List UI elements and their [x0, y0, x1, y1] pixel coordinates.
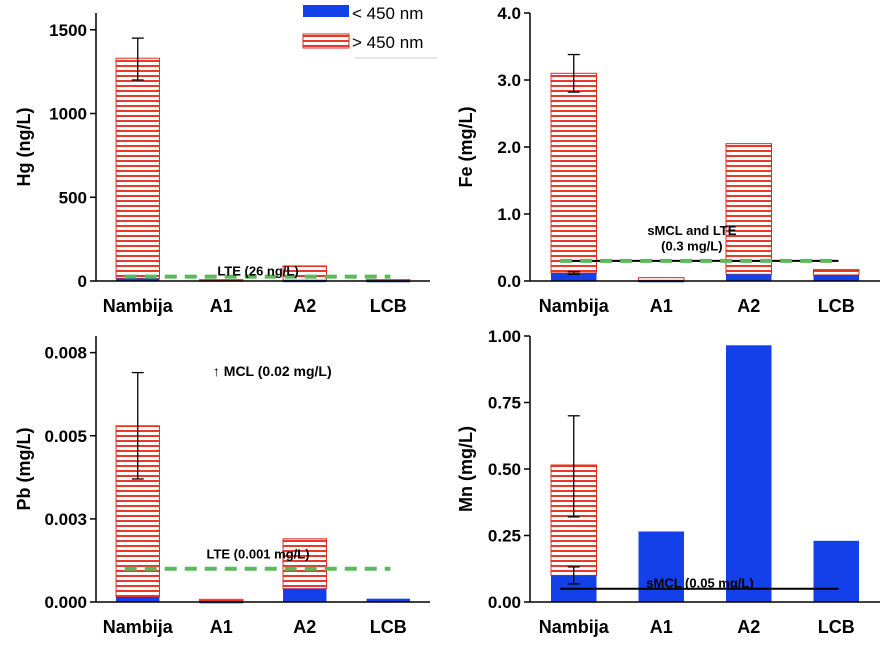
mn-y-tick-label: 0.75	[488, 394, 521, 413]
mn-chart-panel: 0.00 0.25 0.50 0.75 1.00 Mn (mg/L) Nambija A1 A2…	[456, 327, 880, 637]
fe-y-tick-label: 0.0	[497, 272, 521, 291]
mn-y-label: Mn (mg/L)	[456, 426, 476, 512]
hg-bar-lt450-nambija	[116, 278, 160, 281]
fe-bar-gt450-nambija	[550, 72, 597, 274]
pb-bar-lt450-nambija	[116, 597, 160, 602]
mn-y-tick-label: 0.50	[488, 460, 521, 479]
fe-annotation: (0.3 mg/L)	[661, 238, 722, 253]
mn-x-tick-label: A1	[650, 617, 673, 637]
pb-y-tick-label: 0.000	[44, 593, 87, 612]
pb-x-tick-label: Nambija	[103, 617, 174, 637]
pb-bar-lt450-lcb	[366, 598, 410, 602]
hg-x-tick-label: Nambija	[103, 296, 174, 316]
mn-x-tick-label: A2	[737, 617, 760, 637]
mn-threshold-label: sMCL (0.05 mg/L)	[646, 575, 753, 590]
fe-y-tick-label: 2.0	[497, 138, 521, 157]
mn-bar-lt450-lcb	[813, 540, 859, 602]
hg-y-tick-label: 1000	[49, 105, 87, 124]
mn-x-tick-label: Nambija	[539, 617, 610, 637]
hg-threshold-label: LTE (26 ng/L)	[217, 264, 298, 279]
hg-y-tick-label: 1500	[49, 21, 87, 40]
fe-bar-gt450-lcb	[813, 269, 860, 276]
legend-label-lt450: < 450 nm	[352, 4, 423, 23]
pb-threshold-label: LTE (0.001 mg/L)	[206, 546, 309, 561]
pb-bar-gt450-a2	[282, 538, 327, 590]
pb-y-label: Pb (mg/L)	[14, 428, 34, 511]
fe-y-tick-label: 1.0	[497, 205, 521, 224]
fe-y-tick-label: 4.0	[497, 4, 521, 23]
pb-x-tick-label: LCB	[370, 617, 407, 637]
pb-y-tick-label: 0.005	[44, 427, 87, 446]
pb-annotation: ↑ MCL (0.02 mg/L)	[213, 363, 332, 379]
hg-y-label: Hg (ng/L)	[14, 108, 34, 187]
pb-bar-lt450-a2	[283, 588, 327, 602]
legend: < 450 nm > 450 nm	[302, 4, 437, 59]
mn-bar-lt450-a1	[638, 531, 684, 602]
fe-bar-gt450-a1	[638, 277, 685, 281]
legend-swatch-lt450	[303, 5, 349, 17]
mn-bar-lt450-a2	[726, 345, 772, 602]
fe-annotation: sMCL and LTE	[647, 223, 736, 238]
mn-y-tick-label: 0.25	[488, 527, 521, 546]
hg-x-tick-label: A2	[293, 296, 316, 316]
pb-bar-gt450-a1	[199, 598, 244, 602]
mn-y-tick-label: 1.00	[488, 327, 521, 346]
pb-y-tick-label: 0.003	[44, 510, 87, 529]
fe-bar-lt450-nambija	[551, 272, 597, 281]
legend-label-gt450: > 450 nm	[352, 33, 423, 52]
pb-chart-panel: 0.000 0.003 0.005 0.008 Pb (mg/L) Nambija A1 A2…	[14, 336, 430, 637]
legend-swatch-gt450	[302, 33, 350, 49]
pb-x-tick-label: A2	[293, 617, 316, 637]
fe-y-tick-label: 3.0	[497, 71, 521, 90]
pb-x-tick-label: A1	[210, 617, 233, 637]
mn-x-tick-label: LCB	[818, 617, 855, 637]
fe-x-tick-label: A1	[650, 296, 673, 316]
fe-x-tick-label: Nambija	[539, 296, 610, 316]
pb-y-tick-label: 0.008	[44, 344, 87, 363]
fe-x-tick-label: LCB	[818, 296, 855, 316]
fe-x-tick-label: A2	[737, 296, 760, 316]
fe-bar-gt450-a2	[725, 143, 772, 275]
fe-chart-panel: 0.0 1.0 2.0 3.0 4.0 Fe (mg/L) Nambija A1 A2 LCB sM…	[456, 4, 880, 316]
hg-y-tick-label: 500	[59, 188, 87, 207]
fe-bar-lt450-lcb	[813, 274, 859, 281]
hg-bar-gt450-nambija	[115, 57, 160, 279]
fe-y-label: Fe (mg/L)	[456, 107, 476, 188]
hg-chart-panel: 0 500 1000 1500 Hg (ng/L) Nambija A1 A2 LCB LTE (…	[14, 13, 430, 316]
fe-bar-lt450-a2	[726, 274, 772, 281]
mn-y-tick-label: 0.00	[488, 593, 521, 612]
hg-x-tick-label: A1	[210, 296, 233, 316]
hg-y-tick-label: 0	[78, 272, 87, 291]
hg-x-tick-label: LCB	[370, 296, 407, 316]
